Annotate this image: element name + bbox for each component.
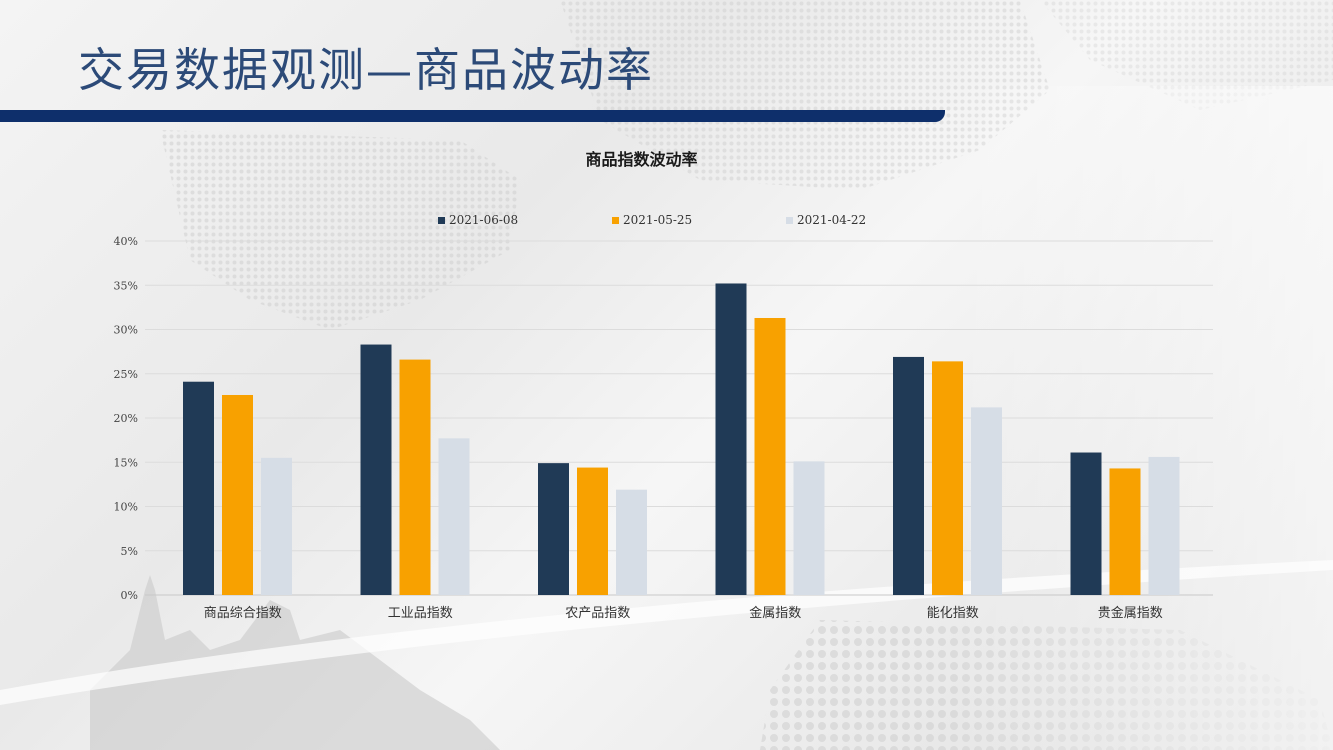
x-category-label: 商品综合指数 bbox=[204, 606, 282, 621]
bar-2-1 bbox=[222, 394, 253, 595]
bar-1-6 bbox=[1070, 452, 1102, 595]
legend-swatch-series-3 bbox=[786, 216, 793, 224]
y-tick-label: 20% bbox=[114, 412, 138, 425]
x-category-label: 农产品指数 bbox=[565, 606, 630, 621]
y-tick-label: 25% bbox=[114, 368, 138, 381]
y-tick-label: 30% bbox=[114, 324, 138, 337]
bar-2-5 bbox=[932, 361, 963, 595]
title-underline-bar bbox=[0, 110, 945, 122]
legend-item-series-2: 2021-05-25 bbox=[612, 213, 692, 227]
legend-label-series-1: 2021-06-08 bbox=[449, 213, 519, 227]
bar-2-3 bbox=[577, 467, 608, 595]
bar-1-5 bbox=[893, 356, 924, 595]
legend-item-series-3: 2021-04-22 bbox=[786, 213, 866, 227]
bar-3-5 bbox=[971, 407, 1002, 595]
x-category-label: 能化指数 bbox=[927, 606, 979, 621]
legend-label-series-2: 2021-05-25 bbox=[623, 213, 693, 227]
x-category-label: 贵金属指数 bbox=[1098, 605, 1163, 621]
slide-title: 交易数据观测—商品波动率 bbox=[78, 43, 654, 97]
y-tick-label: 15% bbox=[114, 456, 138, 469]
bar-1-4 bbox=[715, 283, 747, 595]
bar-3-1 bbox=[261, 457, 292, 595]
y-tick-label: 40% bbox=[114, 235, 138, 248]
chart-title: 商品指数波动率 bbox=[585, 150, 698, 169]
legend-label-series-3: 2021-04-22 bbox=[797, 213, 867, 227]
y-tick-label: 35% bbox=[114, 279, 138, 292]
bar-3-6 bbox=[1148, 456, 1180, 595]
legend-item-series-1: 2021-06-08 bbox=[438, 213, 518, 227]
bar-2-2 bbox=[399, 359, 431, 595]
y-tick-label: 0% bbox=[121, 589, 138, 602]
bar-2-4 bbox=[754, 317, 786, 595]
y-tick-label: 5% bbox=[121, 545, 138, 558]
legend-swatch-series-1 bbox=[438, 216, 445, 224]
legend-swatch-series-2 bbox=[612, 216, 619, 224]
x-category-label: 金属指数 bbox=[749, 605, 801, 621]
bar-3-4 bbox=[793, 461, 825, 595]
y-tick-label: 10% bbox=[114, 501, 138, 514]
bar-2-6 bbox=[1109, 468, 1141, 595]
x-category-label: 工业品指数 bbox=[388, 606, 453, 621]
bar-1-2 bbox=[360, 344, 392, 595]
bar-1-3 bbox=[538, 463, 569, 595]
bar-3-2 bbox=[438, 438, 470, 595]
bar-1-1 bbox=[183, 381, 214, 595]
bar-3-3 bbox=[616, 489, 647, 595]
